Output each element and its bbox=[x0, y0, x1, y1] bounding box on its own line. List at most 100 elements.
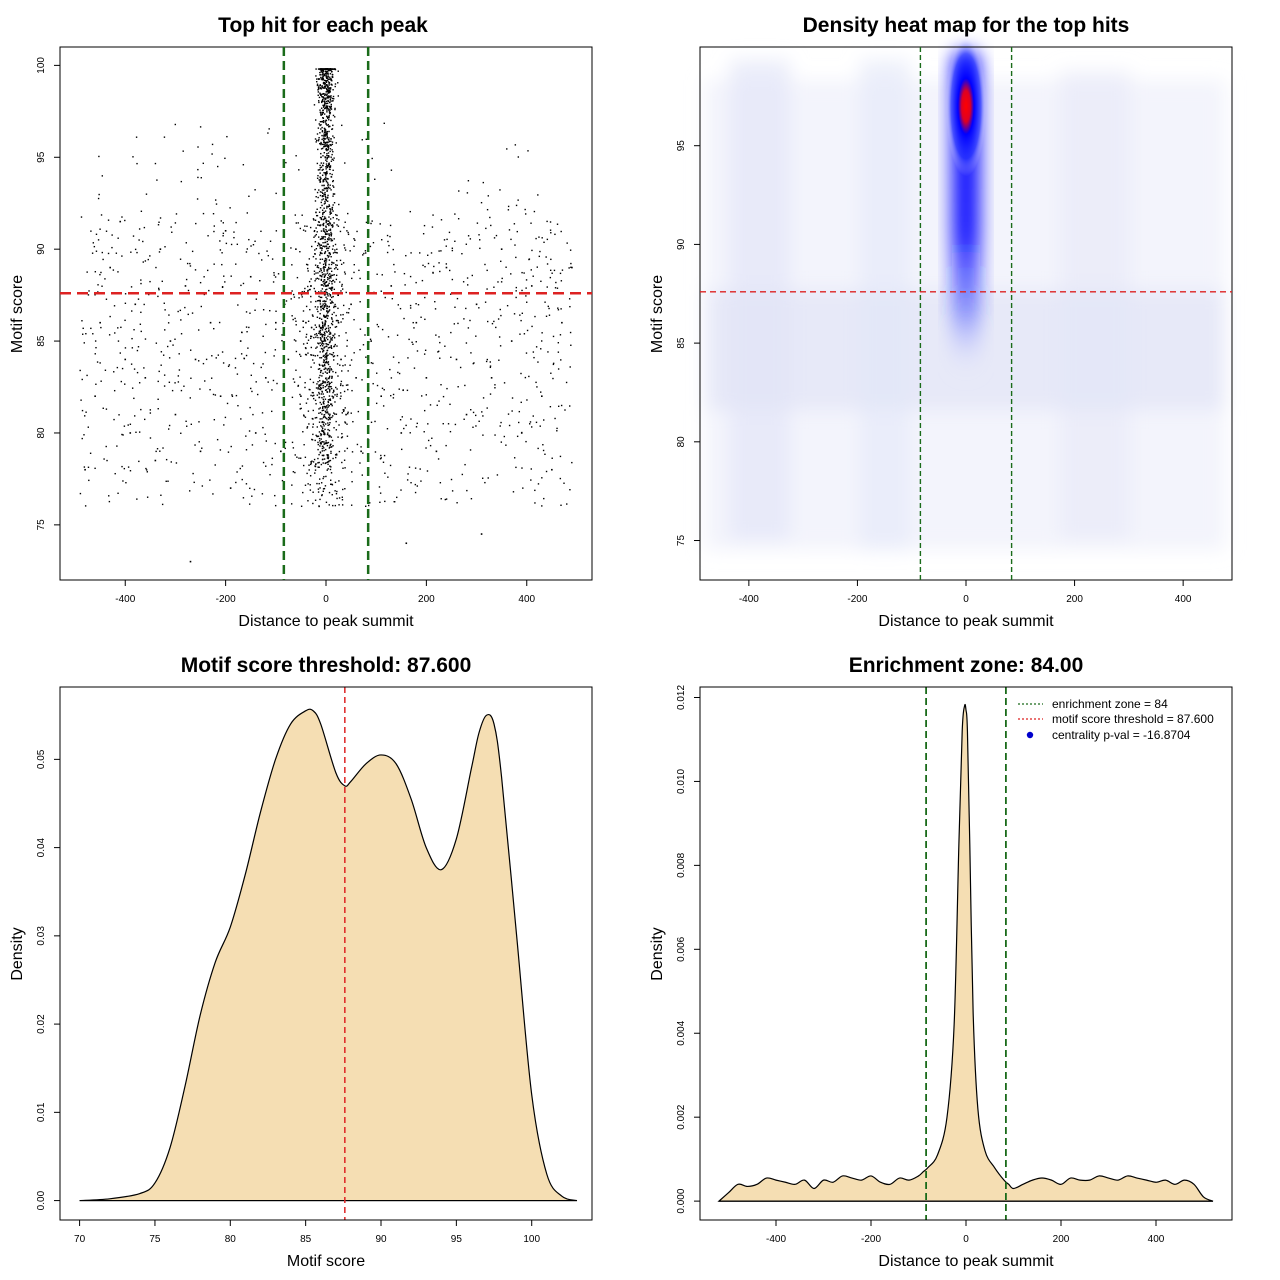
scatter-panel: Top hit for each peak -400 -200 0 200 400 75… bbox=[9, 14, 593, 630]
scatter-point bbox=[249, 275, 252, 278]
scatter-point bbox=[360, 450, 362, 453]
scatter-point bbox=[320, 156, 322, 159]
score-density-panel: Motif score threshold: 87.600 70 75 80 85 90… bbox=[9, 654, 593, 1270]
x-tick-label: 200 bbox=[1053, 1234, 1070, 1245]
scatter-title: Top hit for each peak bbox=[218, 14, 428, 37]
y-tick-label: 0.008 bbox=[676, 852, 687, 877]
scatter-point bbox=[355, 377, 357, 379]
scatter-y-axis: 75 80 85 90 95 100 bbox=[36, 57, 60, 531]
scatter-point bbox=[189, 560, 192, 563]
y-tick-label: 0.02 bbox=[36, 1014, 47, 1034]
x-tick-label: 200 bbox=[418, 594, 435, 605]
scatter-point bbox=[370, 340, 372, 342]
x-tick-label: -400 bbox=[766, 1234, 786, 1245]
y-tick-label: 0.04 bbox=[36, 837, 47, 857]
heatmap-x-axis: -400 -200 0 200 400 bbox=[739, 580, 1192, 605]
x-tick-label: 90 bbox=[375, 1234, 387, 1245]
scatter-point bbox=[530, 285, 533, 287]
heatmap-density-hotspot bbox=[946, 36, 986, 177]
x-tick-label: 0 bbox=[963, 594, 969, 605]
x-tick-label: 80 bbox=[225, 1234, 237, 1245]
scatter-point bbox=[264, 377, 267, 379]
scatter-point bbox=[345, 413, 347, 416]
scatter-point bbox=[219, 395, 222, 398]
scatter-point bbox=[405, 542, 408, 545]
scatter-point bbox=[224, 229, 227, 232]
y-tick-label: 85 bbox=[676, 337, 687, 349]
x-tick-label: -200 bbox=[861, 1234, 881, 1245]
score-density-title: Motif score threshold: 87.600 bbox=[181, 654, 472, 677]
y-tick-label: 90 bbox=[36, 243, 47, 255]
scatter-point bbox=[159, 248, 162, 250]
scatter-point bbox=[435, 450, 438, 453]
scatter-point bbox=[134, 303, 137, 306]
legend-threshold-label: motif score threshold = 87.600 bbox=[1052, 712, 1214, 726]
legend-pval-swatch bbox=[1026, 731, 1034, 739]
scatter-point-cloud bbox=[79, 68, 573, 508]
scatter-point bbox=[169, 340, 172, 342]
x-tick-label: 95 bbox=[451, 1234, 463, 1245]
distance-density-panel: Enrichment zone: 84.00 -400 -200 0 200 400 0… bbox=[649, 654, 1233, 1270]
score-density-area bbox=[79, 708, 578, 1202]
scatter-point bbox=[340, 358, 342, 361]
x-tick-label: 400 bbox=[1175, 594, 1192, 605]
x-tick-label: -400 bbox=[739, 594, 759, 605]
x-tick-label: 70 bbox=[74, 1234, 86, 1245]
distance-density-x-label: Distance to peak summit bbox=[878, 1253, 1054, 1270]
y-tick-label: 0.002 bbox=[676, 1104, 687, 1129]
legend-zone-label: enrichment zone = 84 bbox=[1052, 697, 1168, 711]
y-tick-label: 0.000 bbox=[676, 1188, 687, 1213]
y-tick-label: 0.03 bbox=[36, 926, 47, 946]
scatter-x-label: Distance to peak summit bbox=[238, 613, 414, 630]
scatter-point bbox=[330, 138, 332, 140]
scatter-point bbox=[490, 377, 493, 379]
y-tick-label: 90 bbox=[676, 238, 687, 250]
scatter-point bbox=[144, 377, 147, 379]
scatter-point bbox=[239, 340, 242, 342]
scatter-point bbox=[129, 432, 132, 434]
scatter-point bbox=[561, 321, 563, 324]
x-tick-label: 400 bbox=[518, 594, 535, 605]
scatter-point bbox=[275, 321, 277, 324]
scatter-point bbox=[332, 193, 335, 195]
score-density-y-label: Density bbox=[9, 927, 26, 980]
y-tick-label: 0.006 bbox=[676, 936, 687, 961]
x-tick-label: -400 bbox=[115, 594, 135, 605]
x-tick-label: -200 bbox=[216, 594, 236, 605]
scatter-point bbox=[465, 413, 468, 416]
scatter-point bbox=[280, 450, 282, 453]
scatter-point bbox=[500, 248, 503, 250]
scatter-point bbox=[199, 450, 202, 453]
scatter-point bbox=[475, 303, 478, 306]
scatter-point bbox=[99, 321, 101, 324]
distance-density-y-axis: 0.000 0.002 0.004 0.006 0.008 0.010 0.012 bbox=[676, 685, 700, 1214]
scatter-point bbox=[154, 459, 157, 462]
y-tick-label: 75 bbox=[36, 519, 47, 531]
heatmap-panel: Density heat map for the top hits -400 -2… bbox=[649, 14, 1233, 630]
y-tick-label: 0.05 bbox=[36, 749, 47, 769]
scatter-point bbox=[571, 266, 573, 269]
distance-density-area bbox=[717, 703, 1214, 1202]
scatter-point bbox=[184, 285, 187, 287]
y-tick-label: 0.012 bbox=[676, 685, 687, 710]
scatter-point bbox=[400, 432, 403, 434]
scatter-point bbox=[480, 533, 483, 535]
y-tick-label: 80 bbox=[36, 427, 47, 439]
x-tick-label: 0 bbox=[323, 594, 329, 605]
scatter-point bbox=[194, 358, 197, 361]
x-tick-label: 75 bbox=[149, 1234, 161, 1245]
distance-density-x-axis: -400 -200 0 200 400 bbox=[766, 1220, 1165, 1245]
scatter-point bbox=[541, 395, 543, 398]
scatter-point bbox=[425, 377, 428, 379]
x-tick-label: 85 bbox=[300, 1234, 312, 1245]
y-tick-label: 100 bbox=[36, 57, 47, 74]
scatter-point bbox=[229, 487, 232, 489]
score-density-x-label: Motif score bbox=[287, 1253, 365, 1270]
scatter-x-axis: -400 -200 0 200 400 bbox=[115, 580, 536, 605]
scatter-point bbox=[174, 413, 177, 416]
y-tick-label: 0.004 bbox=[676, 1020, 687, 1045]
x-tick-label: -200 bbox=[847, 594, 867, 605]
scatter-point bbox=[124, 358, 127, 361]
y-tick-label: 75 bbox=[676, 535, 687, 547]
scatter-point bbox=[350, 303, 352, 306]
